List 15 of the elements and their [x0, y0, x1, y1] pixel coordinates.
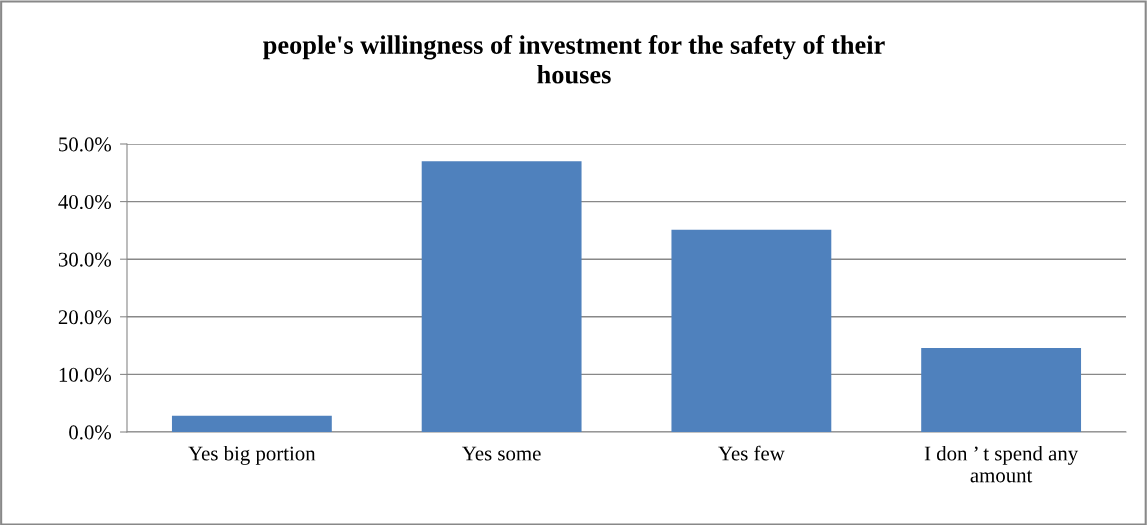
bar — [671, 229, 832, 432]
y-tick-label: 50.0% — [59, 137, 112, 152]
y-tick-label: 20.0% — [58, 310, 112, 325]
bar — [171, 415, 332, 432]
chart-title: people's willingness of investment for the safety of their houses — [263, 35, 885, 84]
bar — [421, 161, 582, 432]
y-tick-label: 40.0% — [58, 194, 112, 210]
x-tick-label: Yes few — [718, 445, 785, 461]
x-tick-label: Yes big portion — [188, 445, 316, 465]
x-tick-label: I don ’ t spend any amount — [924, 445, 1079, 483]
x-tick-label: Yes some — [462, 446, 541, 461]
y-tick-label: 10.0% — [59, 367, 112, 382]
y-tick-label: 0.0% — [69, 425, 112, 440]
bar — [921, 347, 1082, 432]
y-tick-label: 30.0% — [58, 252, 112, 267]
